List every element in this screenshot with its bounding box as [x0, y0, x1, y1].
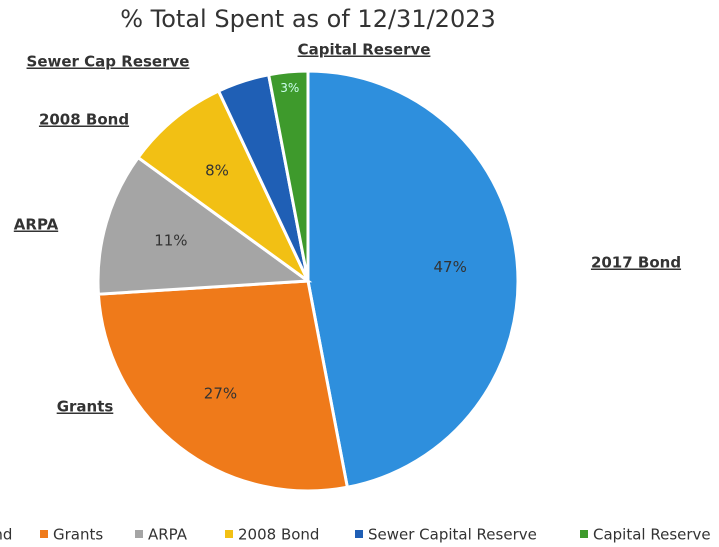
slice-label: 2017 Bond — [591, 254, 681, 272]
slice-label: Sewer Cap Reserve — [27, 53, 190, 71]
legend-swatch — [580, 530, 588, 538]
value-label: 8% — [205, 161, 229, 179]
legend-label: 2017 Bond — [0, 526, 12, 544]
slice-label: ARPA — [14, 216, 59, 234]
legend-swatch — [355, 530, 363, 538]
pie-slice — [306, 69, 520, 490]
pie-slice — [136, 88, 310, 283]
pie-slice — [96, 279, 350, 493]
pie-slice — [96, 155, 313, 296]
value-label: 3% — [280, 81, 299, 95]
pie-slice — [266, 69, 310, 282]
legend-swatch — [135, 530, 143, 538]
value-label: 47% — [433, 258, 466, 276]
value-label: 27% — [204, 384, 237, 402]
slice-label: 2008 Bond — [39, 111, 129, 129]
legend-label: Grants — [53, 526, 103, 544]
legend-swatch — [40, 530, 48, 538]
slice-label: Capital Reserve — [298, 41, 431, 59]
chart-title: % Total Spent as of 12/31/2023 — [120, 5, 496, 33]
legend-label: 2008 Bond — [238, 526, 319, 544]
slice-label: Grants — [57, 398, 114, 416]
legend-swatch — [225, 530, 233, 538]
legend-label: ARPA — [148, 526, 188, 544]
value-label: 11% — [154, 232, 187, 250]
legend-label: Capital Reserve — [593, 526, 711, 544]
legend-label: Sewer Capital Reserve — [368, 526, 537, 544]
